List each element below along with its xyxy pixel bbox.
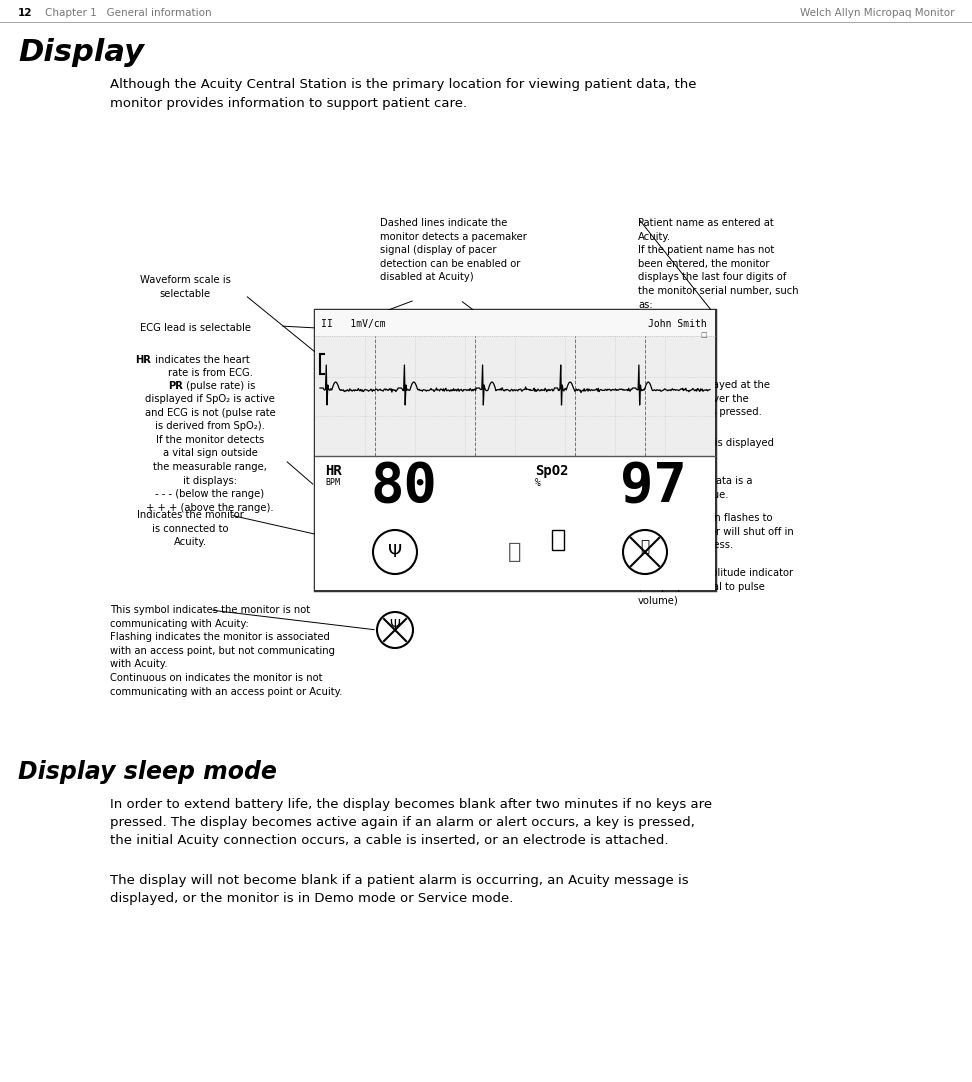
- Text: ECG waveform is displayed
when active.: ECG waveform is displayed when active.: [638, 438, 774, 462]
- Text: SpO₂ pulse amplitude indicator
(not proportional to pulse
volume): SpO₂ pulse amplitude indicator (not prop…: [638, 568, 793, 605]
- Text: 12: 12: [18, 8, 32, 18]
- Text: rate is from ECG.: rate is from ECG.: [167, 368, 253, 378]
- Text: displayed, or the monitor is in Demo mode or Service mode.: displayed, or the monitor is in Demo mod…: [110, 892, 513, 905]
- Text: This symbol indicates the monitor is not
communicating with Acuity:
Flashing ind: This symbol indicates the monitor is not…: [110, 605, 342, 697]
- Text: Waveform scale is
selectable: Waveform scale is selectable: [140, 275, 230, 299]
- Text: BPM: BPM: [325, 478, 340, 487]
- Text: Although the Acuity Central Station is the primary location for viewing patient : Although the Acuity Central Station is t…: [110, 78, 697, 91]
- Text: SpO₂ numeric data is a
percentage value.: SpO₂ numeric data is a percentage value.: [638, 476, 752, 500]
- Text: Display: Display: [18, 38, 144, 67]
- Bar: [315, 311, 715, 590]
- Text: 80: 80: [370, 460, 436, 513]
- Bar: [315, 456, 715, 590]
- Text: HR: HR: [325, 464, 342, 478]
- Text: ECG lead is selectable: ECG lead is selectable: [140, 324, 251, 333]
- Text: Patient name as entered at
Acuity.
If the patient name has not
been entered, the: Patient name as entered at Acuity. If th…: [638, 217, 799, 324]
- Text: Display sleep mode: Display sleep mode: [18, 760, 277, 784]
- Text: Welch Allyn Micropaq Monitor: Welch Allyn Micropaq Monitor: [800, 8, 954, 18]
- Text: Dashed lines indicate the
monitor detects a pacemaker
signal (display of pacer
d: Dashed lines indicate the monitor detect…: [380, 217, 527, 282]
- Text: □: □: [701, 332, 707, 338]
- Text: In order to extend battery life, the display becomes blank after two minutes if : In order to extend battery life, the dis…: [110, 799, 712, 812]
- Text: ⌛: ⌛: [641, 540, 649, 554]
- Text: displayed if SpO₂ is active
and ECG is not (pulse rate
is derived from SpO₂).
If: displayed if SpO₂ is active and ECG is n…: [145, 394, 275, 513]
- Text: pressed. The display becomes active again if an alarm or alert occurs, a key is : pressed. The display becomes active agai…: [110, 816, 695, 829]
- Text: monitor provides information to support patient care.: monitor provides information to support …: [110, 97, 468, 110]
- Text: Ψ: Ψ: [388, 543, 402, 560]
- Text: (pulse rate) is: (pulse rate) is: [183, 381, 256, 391]
- Text: 🔕: 🔕: [508, 542, 522, 562]
- Text: Ψ: Ψ: [390, 618, 400, 632]
- Text: the initial Acuity connection occurs, a cable is inserted, or an electrode is at: the initial Acuity connection occurs, a …: [110, 834, 669, 847]
- Text: John Smith: John Smith: [648, 319, 707, 329]
- Text: Indicates one or
more patient alarms
are disabled (off).: Indicates one or more patient alarms are…: [409, 550, 510, 588]
- Text: HR: HR: [135, 355, 151, 365]
- Text: indicates the heart: indicates the heart: [152, 355, 250, 365]
- Text: II   1mV/cm: II 1mV/cm: [321, 319, 386, 329]
- Bar: [315, 337, 715, 456]
- Bar: [315, 311, 715, 337]
- Text: 97: 97: [620, 460, 687, 513]
- Text: Indicates the monitor
is connected to
Acuity.: Indicates the monitor is connected to Ac…: [136, 510, 243, 547]
- Text: %: %: [535, 478, 540, 488]
- Text: Chapter 1   General information: Chapter 1 General information: [45, 8, 212, 18]
- Text: Low battery icon flashes to
indicate monitor will shut off in
30 minutes or less: Low battery icon flashes to indicate mon…: [638, 513, 794, 551]
- Text: SpO2: SpO2: [535, 464, 569, 478]
- Text: The display will not become blank if a patient alarm is occurring, an Acuity mes: The display will not become blank if a p…: [110, 874, 688, 887]
- Bar: [552, 530, 564, 550]
- Text: Symbol is displayed at the
monitor whenever the
Snapshot key is pressed.: Symbol is displayed at the monitor whene…: [638, 380, 770, 418]
- Text: PR: PR: [168, 381, 183, 391]
